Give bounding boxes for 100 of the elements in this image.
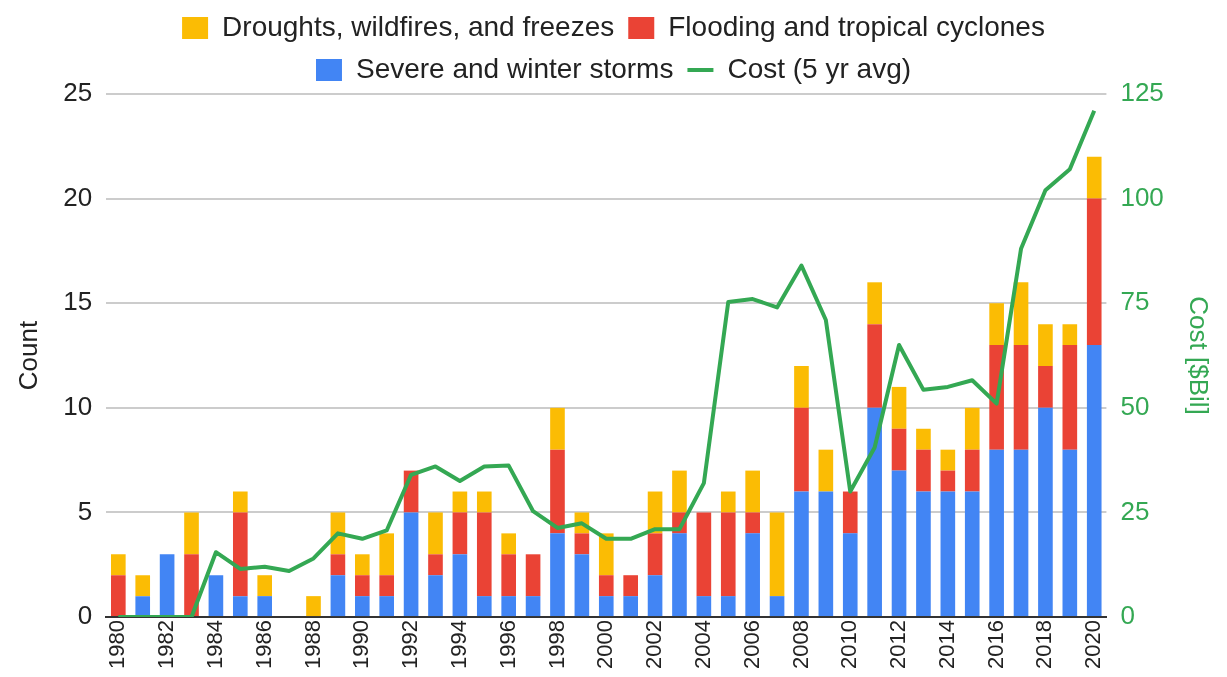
y-tick-label: 10 [63, 391, 93, 422]
bar [550, 407, 565, 450]
bar [306, 596, 321, 617]
bar [111, 575, 126, 617]
x-tick-label: 1996 [494, 620, 520, 670]
bar [111, 554, 126, 576]
y2-axis-title: Cost [$Bil] [1184, 296, 1215, 415]
bar [916, 449, 931, 492]
x-tick-label: 1982 [153, 620, 179, 670]
bar [232, 491, 248, 513]
bar [818, 449, 834, 492]
bar [940, 470, 956, 492]
bar [623, 575, 638, 597]
bar [745, 470, 760, 513]
bar [720, 491, 736, 513]
bar [794, 407, 809, 492]
x-tick-label: 2010 [836, 620, 862, 670]
bar [1062, 449, 1078, 617]
bar [891, 386, 907, 429]
bar [989, 303, 1004, 346]
bar [964, 449, 980, 492]
x-tick-label: 2018 [1031, 620, 1057, 670]
bar [964, 407, 980, 450]
bar [598, 575, 614, 597]
bar [135, 575, 151, 597]
bar [1086, 156, 1102, 199]
bar [598, 533, 614, 576]
bar [354, 554, 370, 576]
bar [647, 575, 663, 617]
bar [379, 596, 395, 617]
bar [257, 596, 273, 617]
bar [476, 596, 492, 617]
legend-label: Severe and winter storms [355, 52, 674, 84]
bar [550, 533, 565, 617]
bar [354, 596, 370, 617]
bar [476, 491, 492, 513]
bar [720, 596, 736, 617]
bar [428, 512, 443, 555]
bar [1086, 345, 1102, 617]
bar [745, 533, 760, 617]
bar [867, 324, 882, 408]
bar [257, 575, 273, 597]
bar [501, 533, 516, 555]
x-tick-label: 2016 [982, 620, 1008, 670]
bar [135, 596, 151, 617]
x-tick-label: 2014 [933, 620, 959, 670]
x-tick-label: 1998 [543, 620, 569, 670]
bar [1013, 449, 1029, 617]
legend-label: Cost (5 yr avg) [727, 52, 912, 84]
bar [794, 365, 809, 408]
y2-tick-label: 75 [1120, 286, 1150, 317]
bar [672, 470, 687, 513]
bar [769, 596, 785, 617]
y2-tick-label: 100 [1120, 181, 1164, 212]
bar [916, 428, 931, 450]
bar [184, 512, 199, 555]
bar [818, 491, 834, 617]
x-tick-label: 1988 [299, 620, 325, 670]
bar [1038, 365, 1053, 408]
bar [476, 512, 492, 597]
bar [891, 470, 907, 617]
bar [867, 282, 882, 325]
bar [1062, 324, 1078, 346]
bar [940, 491, 956, 617]
bar [452, 512, 468, 555]
x-tick-label: 1992 [397, 620, 423, 670]
bar [574, 554, 590, 617]
legend-label: Droughts, wildfires, and freezes [222, 10, 615, 42]
bar [452, 491, 468, 513]
bar [1086, 198, 1102, 346]
bar [330, 554, 346, 576]
bar [1038, 324, 1053, 366]
y2-tick-label: 125 [1120, 77, 1164, 108]
bar [501, 596, 516, 617]
bar [989, 449, 1004, 617]
bar [452, 554, 468, 617]
y2-tick-label: 50 [1120, 391, 1150, 422]
bar [672, 533, 687, 617]
bar [842, 491, 858, 534]
bar [745, 512, 760, 534]
x-tick-label: 1980 [104, 620, 130, 670]
bar [232, 512, 248, 597]
bar [696, 596, 712, 617]
bar [696, 512, 712, 597]
bar [647, 533, 663, 576]
bar [232, 596, 248, 617]
x-tick-label: 2020 [1080, 620, 1106, 670]
bar [501, 554, 516, 597]
y-tick-label: 20 [63, 181, 93, 212]
bar [916, 491, 931, 617]
bar [769, 512, 785, 597]
bar [1062, 345, 1078, 450]
bar [720, 512, 736, 597]
bar [623, 596, 638, 617]
bar [354, 575, 370, 597]
x-tick-label: 1994 [445, 620, 471, 670]
y-axis-title: Count [12, 320, 43, 391]
y-tick-label: 15 [63, 286, 93, 317]
bar [1013, 345, 1029, 450]
y2-tick-label: 25 [1120, 495, 1150, 526]
